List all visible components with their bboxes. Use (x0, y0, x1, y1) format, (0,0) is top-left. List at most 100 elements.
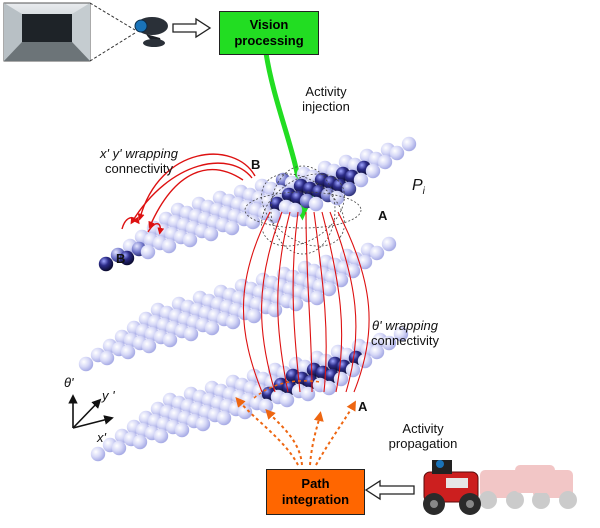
activity-propagation-line1: Activity (402, 421, 444, 436)
neuron (132, 434, 148, 450)
axis-y-label: y ' (102, 388, 115, 403)
theta-wrapping-link (277, 211, 291, 393)
neuron (369, 245, 385, 261)
neuron (321, 380, 337, 396)
theta-wrapping-link (337, 211, 370, 393)
neuron (245, 214, 261, 230)
neuron (288, 296, 304, 312)
neuron (308, 196, 324, 212)
theta-wrapping-link (305, 211, 313, 393)
theta-wrapping-line2: connectivity (371, 333, 439, 348)
neuron (329, 190, 345, 206)
neuron (153, 428, 169, 444)
theta-wrapping-link (329, 211, 357, 393)
neuron (333, 371, 349, 387)
neuron (140, 244, 156, 260)
node-label-a-bottom: A (358, 399, 368, 414)
axis-x-label: x' (97, 430, 106, 445)
activity-propagation-label: Activity propagation (378, 421, 468, 451)
neuron (161, 238, 177, 254)
theta-wrapping-link (261, 211, 283, 393)
neuron (141, 338, 157, 354)
neuron (204, 320, 220, 336)
neuron (119, 250, 135, 266)
neuron (365, 163, 381, 179)
neuron (90, 446, 106, 462)
neuron (287, 202, 303, 218)
vision-box-line1: Vision (249, 17, 289, 32)
neuron (182, 232, 198, 248)
neuron (341, 181, 357, 197)
theta-wrapping-label: θ' wrapping connectivity (360, 318, 450, 348)
neuron (78, 356, 94, 372)
pi-label-sub: i (422, 186, 425, 198)
node-label-b-left: B (116, 251, 126, 266)
theta-wrapping-link (321, 211, 343, 393)
neuron (393, 326, 409, 342)
view-cone-line (89, 2, 136, 31)
pi-label-main: P (412, 177, 423, 194)
neuron (203, 226, 219, 242)
view-cone-line (89, 32, 136, 62)
activity-propagation-line2: propagation (388, 436, 458, 451)
neuron (237, 404, 253, 420)
neuron (98, 256, 114, 272)
neuron (162, 332, 178, 348)
neuron (174, 422, 190, 438)
vision-processing-box: Vision processing (219, 11, 319, 55)
neuron (300, 386, 316, 402)
activity-spread-ellipses (244, 165, 362, 255)
neuron (120, 344, 136, 360)
axis-theta-label: θ' (64, 375, 74, 390)
neuron (401, 136, 417, 152)
robot-to-path-arrow (364, 479, 415, 501)
robot-image (423, 460, 577, 515)
activity-propagation-arrows (235, 380, 356, 466)
pi-label: Pi (412, 178, 425, 199)
activity-injection-label: Activity injection (291, 84, 361, 114)
neuron (381, 335, 397, 351)
theta-wrapping-link (292, 211, 301, 393)
neuron (345, 362, 361, 378)
path-integration-box: Path integration (266, 469, 365, 515)
neuron (216, 410, 232, 426)
theta-wrapping-line1: θ' wrapping (372, 318, 438, 333)
vision-box-line2: processing (234, 33, 304, 48)
activity-injection-line1: Activity (305, 84, 347, 99)
activity-injection-line2: injection (302, 99, 350, 114)
xy-wrapping-line2: connectivity (105, 161, 173, 176)
neuron (357, 254, 373, 270)
neuron (353, 172, 369, 188)
xy-wrapping-connections (121, 153, 256, 235)
neuron (357, 353, 373, 369)
neuron (267, 302, 283, 318)
neuron (381, 236, 397, 252)
neuron (258, 398, 274, 414)
coordinate-axes (68, 394, 114, 429)
top-neuron-layer (98, 136, 417, 272)
neuron (224, 220, 240, 236)
path-box-line2: integration (281, 492, 350, 507)
theta-wrapping-link (313, 211, 327, 393)
xy-wrapping-line1: x' y' wrapping (100, 146, 178, 161)
neuron (309, 290, 325, 306)
neuron (246, 308, 262, 324)
camera-to-vision-arrow (172, 17, 212, 39)
neuron (195, 416, 211, 432)
node-label-a-top: A (378, 208, 388, 223)
webcam-icon (134, 17, 168, 47)
neuron (111, 440, 127, 456)
xy-wrapping-label: x' y' wrapping connectivity (84, 146, 194, 176)
neuron (369, 344, 385, 360)
neuron (225, 314, 241, 330)
camera-view-image (3, 2, 91, 62)
neuron (99, 350, 115, 366)
path-box-line1: Path (301, 476, 330, 491)
neuron (389, 145, 405, 161)
neuron (279, 392, 295, 408)
theta-wrapping-connections (242, 211, 370, 393)
neuron (377, 154, 393, 170)
neuron (321, 281, 337, 297)
